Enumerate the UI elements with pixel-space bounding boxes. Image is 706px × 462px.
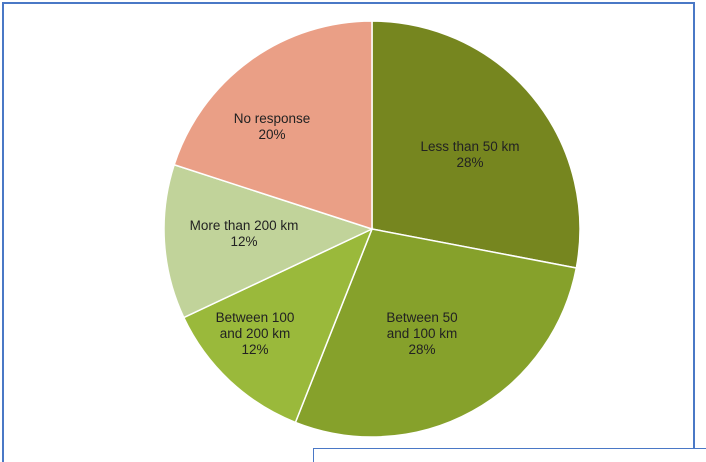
pie-labels: Less than 50 km 28%Between 50 and 100 km 28… [190,111,520,357]
slice-label-line: More than 200 km [190,218,299,233]
slice-label-line: and 100 km [387,326,458,341]
slice-label-line: Between 50 [386,310,457,325]
embedded-box [313,448,706,462]
slice-label-line: 20% [258,127,285,142]
slice-label-more-than-200-km: More than 200 km 12% [190,218,299,249]
slice-label-between-100: Between 100 and 200 km 12% [216,310,295,357]
slice-label-line: 28% [456,155,483,170]
pie-slice-no-response [173,20,373,231]
slice-label-line: No response [234,111,311,126]
slice-label-less-than-50-km: Less than 50 km 28% [420,139,519,170]
slice-label-line: Less than 50 km [420,139,519,154]
slice-label-no-response: No response 20% [234,111,311,142]
slice-label-line: and 200 km [220,326,291,341]
slice-label-line: 12% [241,342,268,357]
slice-label-between-50: Between 50 and 100 km 28% [386,310,457,357]
pie-slice-less-than-50-km [371,20,581,269]
pie-slice-between-100 [182,227,374,424]
slice-label-line: Between 100 [216,310,295,325]
slice-label-line: 28% [408,342,435,357]
chart-frame [2,2,695,462]
slice-label-line: 12% [230,234,257,249]
pie-slices [163,20,581,438]
pie-slice-between-50 [294,228,578,438]
pie-slice-more-than-200-km [163,163,375,319]
